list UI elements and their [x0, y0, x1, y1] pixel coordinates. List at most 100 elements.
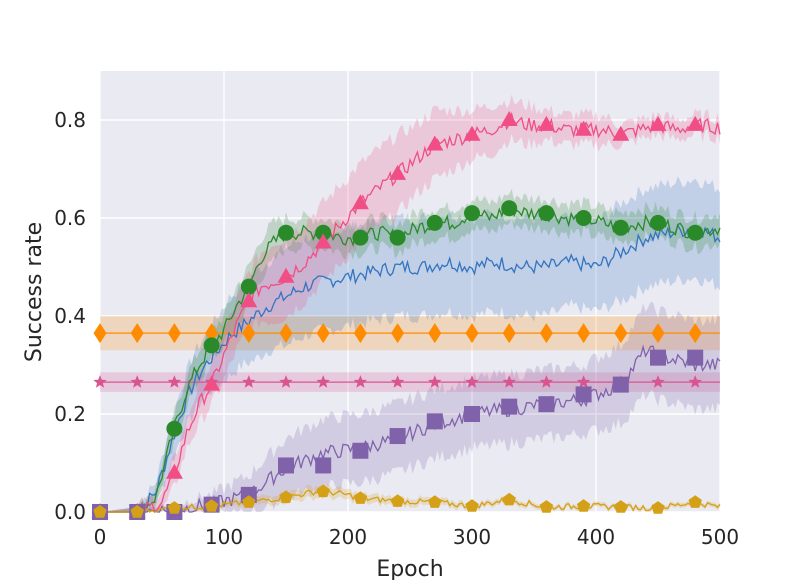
data-marker — [389, 428, 406, 445]
data-marker — [575, 386, 592, 403]
data-marker — [576, 375, 591, 388]
data-marker — [612, 125, 630, 141]
data-marker — [242, 495, 256, 508]
data-marker — [314, 233, 332, 249]
data-marker — [277, 267, 295, 283]
data-marker — [130, 323, 144, 344]
data-marker — [612, 219, 629, 236]
data-marker — [353, 323, 367, 344]
y-tick-label: 0.0 — [54, 500, 86, 524]
data-marker — [428, 375, 442, 388]
data-marker — [426, 214, 443, 231]
data-marker — [575, 120, 593, 136]
blue-line-line — [100, 223, 721, 513]
data-marker — [501, 398, 518, 415]
data-marker — [242, 323, 256, 344]
data-marker — [203, 375, 221, 391]
data-marker — [279, 490, 293, 503]
data-marker — [502, 323, 516, 344]
x-tick-label: 0 — [94, 525, 107, 549]
data-marker — [537, 115, 555, 131]
y-tick-label: 0.8 — [54, 108, 86, 132]
data-marker — [315, 224, 332, 241]
data-marker — [204, 499, 219, 512]
data-marker — [426, 135, 444, 151]
data-marker — [352, 442, 369, 459]
orange-diamond-baseline-markers — [93, 323, 702, 344]
data-marker — [353, 375, 368, 388]
blue-line-band — [100, 176, 720, 512]
data-marker — [167, 323, 181, 344]
data-marker — [130, 505, 144, 518]
data-marker — [502, 492, 516, 506]
data-marker — [502, 375, 516, 388]
x-tick-label: 500 — [701, 525, 739, 549]
data-marker — [687, 224, 704, 241]
data-marker — [465, 499, 479, 512]
data-marker — [426, 413, 443, 430]
gold-pentagon-markers — [93, 484, 702, 518]
data-marker — [389, 229, 406, 246]
data-marker — [389, 164, 407, 180]
data-marker — [651, 501, 665, 514]
pink-triangle-band — [100, 94, 720, 512]
data-marker — [650, 214, 666, 231]
data-marker — [167, 375, 182, 388]
purple-square-band — [100, 302, 720, 512]
data-marker — [316, 375, 330, 388]
grid-lines — [99, 71, 721, 513]
data-marker — [688, 323, 702, 344]
x-tick-label: 100 — [205, 525, 243, 549]
data-marker — [278, 224, 294, 241]
data-marker — [203, 337, 220, 354]
data-marker — [242, 375, 256, 388]
data-marker — [651, 375, 665, 388]
series-markers — [91, 111, 704, 520]
data-marker — [614, 500, 628, 513]
data-marker — [575, 210, 592, 226]
data-marker — [649, 115, 667, 131]
x-axis-label: Epoch — [376, 557, 443, 580]
data-marker — [428, 495, 442, 508]
data-marker — [316, 323, 330, 344]
data-marker — [686, 115, 704, 131]
data-marker — [538, 205, 555, 222]
y-tick-label: 0.6 — [54, 206, 86, 230]
data-marker — [688, 495, 702, 508]
y-axis-label: Success rate — [22, 222, 47, 362]
data-marker — [465, 375, 479, 388]
data-marker — [93, 375, 107, 388]
data-marker — [130, 375, 144, 388]
data-marker — [688, 375, 702, 388]
data-marker — [500, 111, 518, 126]
data-marker — [167, 501, 182, 514]
data-marker — [93, 505, 107, 518]
data-marker — [316, 484, 330, 498]
data-marker — [538, 396, 555, 413]
data-marker — [278, 457, 294, 474]
data-marker — [390, 494, 405, 507]
x-tick-labels: 0 100 200 300 400 500 — [94, 525, 739, 549]
data-marker — [539, 375, 554, 388]
data-marker — [539, 500, 554, 513]
data-marker — [315, 457, 332, 474]
data-marker — [464, 205, 480, 222]
data-marker — [166, 420, 183, 437]
data-marker — [650, 349, 666, 366]
data-marker — [165, 463, 183, 479]
data-marker — [93, 323, 107, 344]
data-marker — [501, 200, 518, 217]
y-tick-label: 0.4 — [54, 304, 86, 328]
data-marker — [464, 406, 480, 422]
data-marker — [577, 323, 591, 344]
x-tick-label: 400 — [577, 525, 615, 549]
data-marker — [353, 491, 368, 504]
data-marker — [539, 323, 553, 344]
y-tick-label: 0.2 — [54, 402, 86, 426]
data-marker — [687, 349, 704, 366]
data-marker — [612, 376, 629, 393]
data-marker — [576, 499, 591, 512]
data-marker — [428, 323, 442, 344]
gold-pentagon-band — [100, 483, 720, 512]
data-marker — [614, 323, 628, 344]
